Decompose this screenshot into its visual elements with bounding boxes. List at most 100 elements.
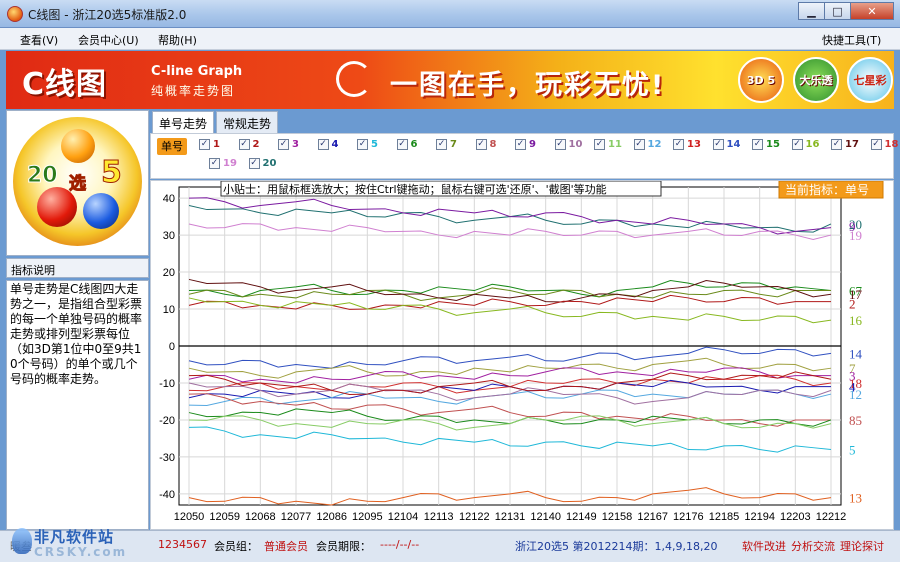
series-end-label: 67: [849, 284, 863, 299]
series-end-label: 14: [849, 346, 863, 361]
trend-chart[interactable]: 40 30 20 10 0 -10 -20 -30 -40 12050 12059 12068 1207…: [150, 180, 894, 530]
number-checkbox-5[interactable]: ✓ 5: [357, 139, 378, 150]
y-tick-label: -20: [159, 415, 175, 427]
tip-box: [220, 181, 662, 197]
checkbox-check-icon[interactable]: ✓: [515, 139, 526, 150]
number-checkbox-18[interactable]: ✓ 18: [870, 139, 898, 150]
checkbox-check-icon[interactable]: ✓: [673, 139, 684, 150]
number-checkbox-11[interactable]: ✓ 11: [594, 139, 622, 150]
series-end-label: 4: [849, 380, 856, 395]
number-checkbox-15[interactable]: ✓ 15: [752, 139, 780, 150]
menu-member-center[interactable]: 会员中心(U): [78, 34, 139, 47]
series-end-label: 13: [849, 491, 862, 506]
checkbox-label: 2: [252, 139, 260, 150]
checkbox-label: 11: [608, 139, 622, 150]
x-tick-label: 12185: [709, 511, 740, 523]
menu-view[interactable]: 查看(V): [20, 34, 59, 47]
number-checkbox-4[interactable]: ✓ 4: [317, 139, 338, 150]
tab-regular[interactable]: 常规走势: [216, 111, 279, 133]
chart-svg[interactable]: 40 30 20 10 0 -10 -20 -30 -40 12050 12059 12068 1207…: [151, 181, 893, 529]
checkbox-check-icon[interactable]: ✓: [278, 139, 289, 150]
x-tick-label: 12122: [459, 511, 490, 523]
menu-quick-tools[interactable]: 快捷工具(T): [822, 34, 882, 47]
checkbox-label: 3: [292, 139, 299, 150]
selector-label[interactable]: 单号: [157, 138, 187, 155]
number-checkbox-9[interactable]: ✓ 9: [515, 139, 536, 150]
series-end-label: 19: [849, 228, 862, 243]
number-checkbox-12[interactable]: ✓ 12: [633, 139, 662, 150]
number-checkbox-20[interactable]: ✓ 20: [248, 158, 277, 169]
series-end-label: 3: [849, 369, 856, 384]
checkbox-check-icon[interactable]: ✓: [475, 139, 487, 150]
checkbox-check-icon[interactable]: ✓: [357, 139, 368, 150]
checkbox-check-icon[interactable]: ✓: [199, 139, 210, 150]
red-ball-icon: [37, 187, 77, 227]
number-checkbox-19[interactable]: ✓ 19: [209, 158, 237, 169]
maximize-button[interactable]: □: [824, 2, 851, 20]
checkbox-label: 14: [726, 139, 741, 150]
close-button[interactable]: ✕: [850, 2, 894, 20]
checkbox-check-icon[interactable]: ✓: [752, 139, 763, 150]
number-checkbox-2[interactable]: ✓ 2: [238, 139, 260, 150]
checkbox-check-icon[interactable]: ✓: [396, 139, 408, 150]
checkbox-label: 15: [766, 139, 780, 150]
checkbox-check-icon[interactable]: ✓: [791, 139, 803, 150]
menu-help[interactable]: 帮助(H): [158, 34, 197, 47]
number-checkbox-17[interactable]: ✓ 17: [831, 139, 859, 150]
checkbox-label: 20: [262, 158, 277, 169]
tab-single-number[interactable]: 单号走势: [152, 111, 215, 133]
x-tick-label: 12149: [566, 511, 597, 523]
member-group-value: 普通会员: [264, 540, 308, 553]
checkbox-check-icon[interactable]: ✓: [831, 139, 842, 150]
checkbox-label: 12: [647, 139, 662, 150]
watermark: 非凡软件站 CRSKY.com: [8, 524, 158, 562]
number-checkbox-16[interactable]: ✓ 16: [791, 139, 819, 150]
number-checkbox-6[interactable]: ✓ 6: [396, 139, 417, 150]
checkbox-check-icon[interactable]: ✓: [712, 139, 724, 150]
minimize-button[interactable]: ▁: [798, 2, 825, 20]
checkbox-check-icon[interactable]: ✓: [870, 139, 882, 150]
series-end-label: 20: [849, 217, 862, 232]
checkbox-check-icon[interactable]: ✓: [238, 139, 250, 150]
number-checkbox-10[interactable]: ✓ 10: [554, 139, 582, 150]
series-end-label: 5: [849, 443, 856, 458]
checkbox-check-icon[interactable]: ✓: [633, 139, 645, 150]
checkbox-check-icon[interactable]: ✓: [248, 158, 260, 169]
link-improve[interactable]: 软件改进: [742, 540, 786, 553]
x-tick-label: 12104: [388, 511, 419, 523]
number-checkbox-13[interactable]: ✓ 13: [673, 139, 701, 150]
series-end-label: 18: [849, 376, 862, 391]
checkbox-label: 17: [845, 139, 859, 150]
series-line-10: [188, 382, 832, 405]
checkbox-check-icon[interactable]: ✓: [436, 139, 447, 150]
banner-logo: C线图: [22, 67, 108, 102]
number-checkbox-7[interactable]: ✓ 7: [436, 139, 457, 150]
checkbox-check-icon[interactable]: ✓: [594, 139, 605, 150]
blue-ball-icon: [83, 193, 119, 229]
banner-subtitle-cn: 纯概率走势图: [151, 84, 236, 98]
series-line-9: [188, 197, 832, 235]
checkbox-label: 8: [489, 139, 497, 150]
draw-info: 浙江20选5 第2012214期：1,4,9,18,20: [515, 540, 718, 553]
series-end-label: 2: [849, 296, 856, 311]
number-checkbox-8[interactable]: ✓ 8: [475, 139, 497, 150]
logo-circle: 20 选 5: [13, 117, 142, 246]
number-checkbox-3[interactable]: ✓ 3: [278, 139, 299, 150]
checkbox-label: 9: [529, 139, 536, 150]
tab-bar: 单号走势 常规走势: [152, 111, 280, 133]
badge-daletou[interactable]: 大乐透: [793, 57, 839, 103]
badge-qixingcai[interactable]: 七星彩: [847, 57, 893, 103]
menu-bar: 查看(V) 会员中心(U) 帮助(H) 快捷工具(T): [0, 28, 900, 50]
number-checkbox-1[interactable]: ✓ 1: [199, 139, 220, 150]
series-line-16: [188, 297, 832, 324]
checkbox-check-icon[interactable]: ✓: [209, 158, 220, 169]
link-theory[interactable]: 理论探讨: [840, 540, 884, 553]
checkbox-check-icon[interactable]: ✓: [554, 139, 566, 150]
checkbox-check-icon[interactable]: ✓: [317, 139, 329, 150]
badge-3d[interactable]: 3D 5: [738, 57, 784, 103]
x-tick-label: 12077: [281, 511, 312, 523]
number-checkbox-14[interactable]: ✓ 14: [712, 139, 741, 150]
number-selector: 单号 ✓ 1 ✓ 2 ✓ 3 ✓ 4 ✓ 5 ✓ 6 ✓ 7 ✓ 8 ✓ 9 ✓ 10 ✓ 11 ✓ 12 ✓ 13 ✓ 14 ✓ 15 ✓…: [150, 133, 898, 179]
link-discuss[interactable]: 分析交流: [791, 540, 835, 553]
checkbox-label: 7: [450, 139, 457, 150]
